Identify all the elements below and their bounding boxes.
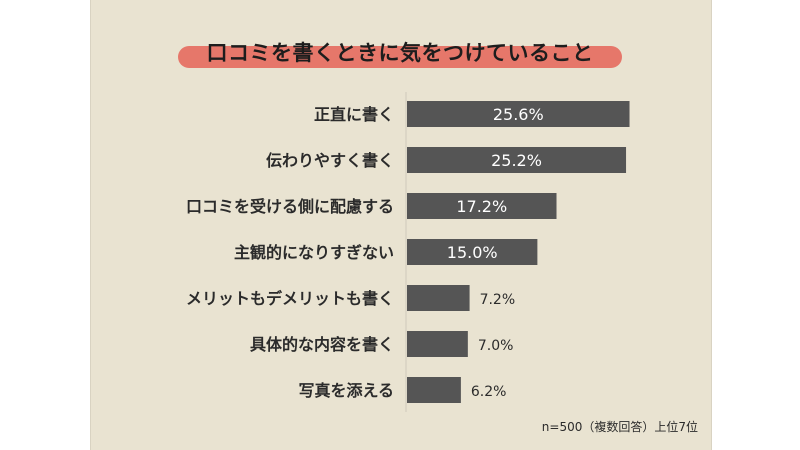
title-highlight bbox=[178, 46, 622, 68]
category-label: 正直に書く bbox=[314, 105, 394, 124]
bars-layer: 正直に書く 25.6% 伝わりやすく書く 25.2% 口コミを受ける側に配慮する 17.2… bbox=[186, 101, 630, 403]
bar bbox=[407, 193, 557, 219]
category-label: 主観的になりすぎない bbox=[234, 243, 394, 262]
value-label: 15.0% bbox=[447, 243, 498, 262]
value-label: 7.2% bbox=[480, 292, 516, 308]
value-label: 25.2% bbox=[491, 151, 542, 170]
value-label: 25.6% bbox=[493, 105, 544, 124]
category-label: 具体的な内容を書く bbox=[250, 335, 394, 354]
bar bbox=[407, 239, 538, 265]
chart-panel bbox=[90, 0, 712, 450]
category-label: 伝わりやすく書く bbox=[266, 151, 394, 170]
value-label: 7.0% bbox=[478, 338, 514, 354]
bar bbox=[407, 147, 627, 173]
bar bbox=[407, 285, 470, 311]
value-label: 17.2% bbox=[456, 197, 507, 216]
bar bbox=[407, 377, 461, 403]
category-label: メリットもデメリットも書く bbox=[186, 289, 394, 308]
chart-title-text: 口コミを書くときに気をつけていること bbox=[206, 41, 594, 65]
sample-note: n=500（複数回答）上位7位 bbox=[541, 420, 698, 434]
category-label: 写真を添える bbox=[298, 381, 394, 400]
chart-title: 口コミを書くときに気をつけていること bbox=[178, 36, 622, 72]
category-label: 口コミを受ける側に配慮する bbox=[186, 197, 394, 216]
value-label: 6.2% bbox=[471, 384, 507, 400]
bar bbox=[407, 101, 630, 127]
bar bbox=[407, 331, 468, 357]
